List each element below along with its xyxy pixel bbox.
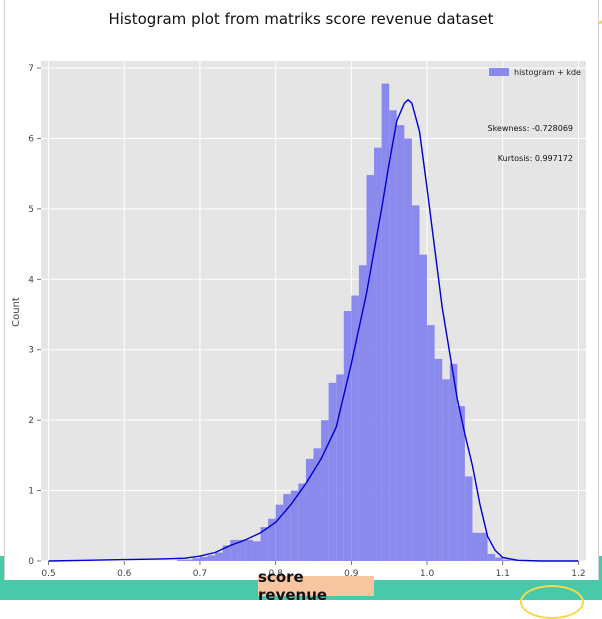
histogram-bar — [434, 358, 443, 561]
x-tick-label: 1.1 — [496, 569, 510, 579]
y-tick-label: 7 — [28, 64, 34, 74]
x-axis-label-box: score revenue — [258, 568, 374, 604]
histogram-bar — [396, 125, 405, 562]
y-tick-label: 3 — [28, 346, 34, 356]
histogram-bar — [321, 420, 329, 561]
histogram-bar — [192, 558, 200, 561]
histogram-bar — [442, 379, 450, 561]
kde-line — [48, 99, 579, 562]
histogram-bar — [411, 205, 420, 561]
histogram-bar — [487, 553, 496, 561]
x-tick-label: 0.9 — [344, 569, 359, 579]
histogram-bar — [328, 382, 337, 561]
histogram-bar — [510, 560, 518, 561]
x-tick-label: 0.6 — [117, 569, 132, 579]
x-tick-label: 0.8 — [268, 569, 283, 579]
histogram-chart: Histogram plot from matriks score revenu… — [11, 10, 586, 579]
histogram-bar — [480, 532, 488, 561]
histogram-bar — [351, 295, 359, 561]
y-tick-label: 6 — [28, 134, 34, 144]
kurtosis-annotation: Kurtosis: 0.997172 — [498, 154, 573, 163]
axis-ticks: 0.5 0.6 0.7 0.8 0.9 1.0 1.1 1.2 0 1 2 3 4 5 6 7 — [28, 64, 585, 579]
histogram-bar — [298, 483, 306, 561]
x-tick-label: 1.2 — [571, 569, 585, 579]
histogram-bar — [427, 325, 435, 561]
chart-title: Histogram plot from matriks score revenu… — [108, 10, 493, 28]
histogram-bar — [404, 138, 412, 561]
legend-label: histogram + kde — [514, 68, 581, 77]
histogram-bar — [366, 175, 375, 561]
y-tick-label: 1 — [28, 487, 34, 497]
histogram-bar — [275, 504, 284, 561]
histogram-bar — [207, 555, 216, 561]
histogram-bar — [449, 363, 458, 561]
legend: histogram + kde — [489, 68, 581, 77]
decorative-arc-bottom — [520, 585, 584, 619]
legend-swatch — [489, 68, 509, 76]
x-tick-label: 0.7 — [193, 569, 207, 579]
histogram-bar — [419, 254, 428, 561]
histogram-bar — [215, 552, 223, 561]
histogram-bar — [290, 490, 299, 561]
histogram-bar — [457, 406, 465, 561]
histogram-bar — [184, 559, 193, 561]
histogram-bar — [199, 556, 208, 561]
histogram-bar — [252, 541, 261, 561]
histogram-bar — [343, 311, 352, 561]
histogram-bar — [283, 494, 291, 561]
histogram-bar — [374, 147, 382, 561]
histogram-bar — [268, 518, 276, 561]
histogram-bar — [313, 448, 322, 561]
histogram-bars — [177, 83, 518, 562]
histogram-bar — [177, 559, 185, 561]
x-tick-label: 1.0 — [420, 569, 435, 579]
histogram-bar — [358, 265, 367, 561]
y-axis-label: Count — [11, 297, 22, 327]
histogram-bar — [495, 557, 503, 561]
histogram-bar — [464, 476, 473, 561]
histogram-bar — [222, 545, 231, 561]
x-axis-label: score revenue — [258, 568, 328, 604]
y-tick-label: 5 — [28, 205, 34, 215]
y-tick-label: 0 — [28, 557, 34, 567]
histogram-bar — [260, 527, 269, 561]
histogram-bar — [502, 559, 511, 561]
histogram-bar — [237, 539, 246, 561]
skewness-annotation: Skewness: -0.728069 — [487, 124, 573, 133]
histogram-bar — [472, 532, 481, 561]
histogram-bar — [230, 539, 238, 561]
kde-curve-group — [48, 99, 579, 562]
x-tick-label: 0.5 — [41, 569, 55, 579]
histogram-bar — [389, 110, 397, 561]
y-tick-label: 2 — [28, 416, 34, 426]
y-tick-label: 4 — [28, 275, 34, 285]
chart-card: Histogram plot from matriks score revenu… — [4, 0, 599, 580]
histogram-bar — [305, 458, 314, 561]
histogram-bar — [245, 539, 253, 561]
histogram-bar — [381, 83, 390, 561]
histogram-bar — [336, 374, 344, 561]
